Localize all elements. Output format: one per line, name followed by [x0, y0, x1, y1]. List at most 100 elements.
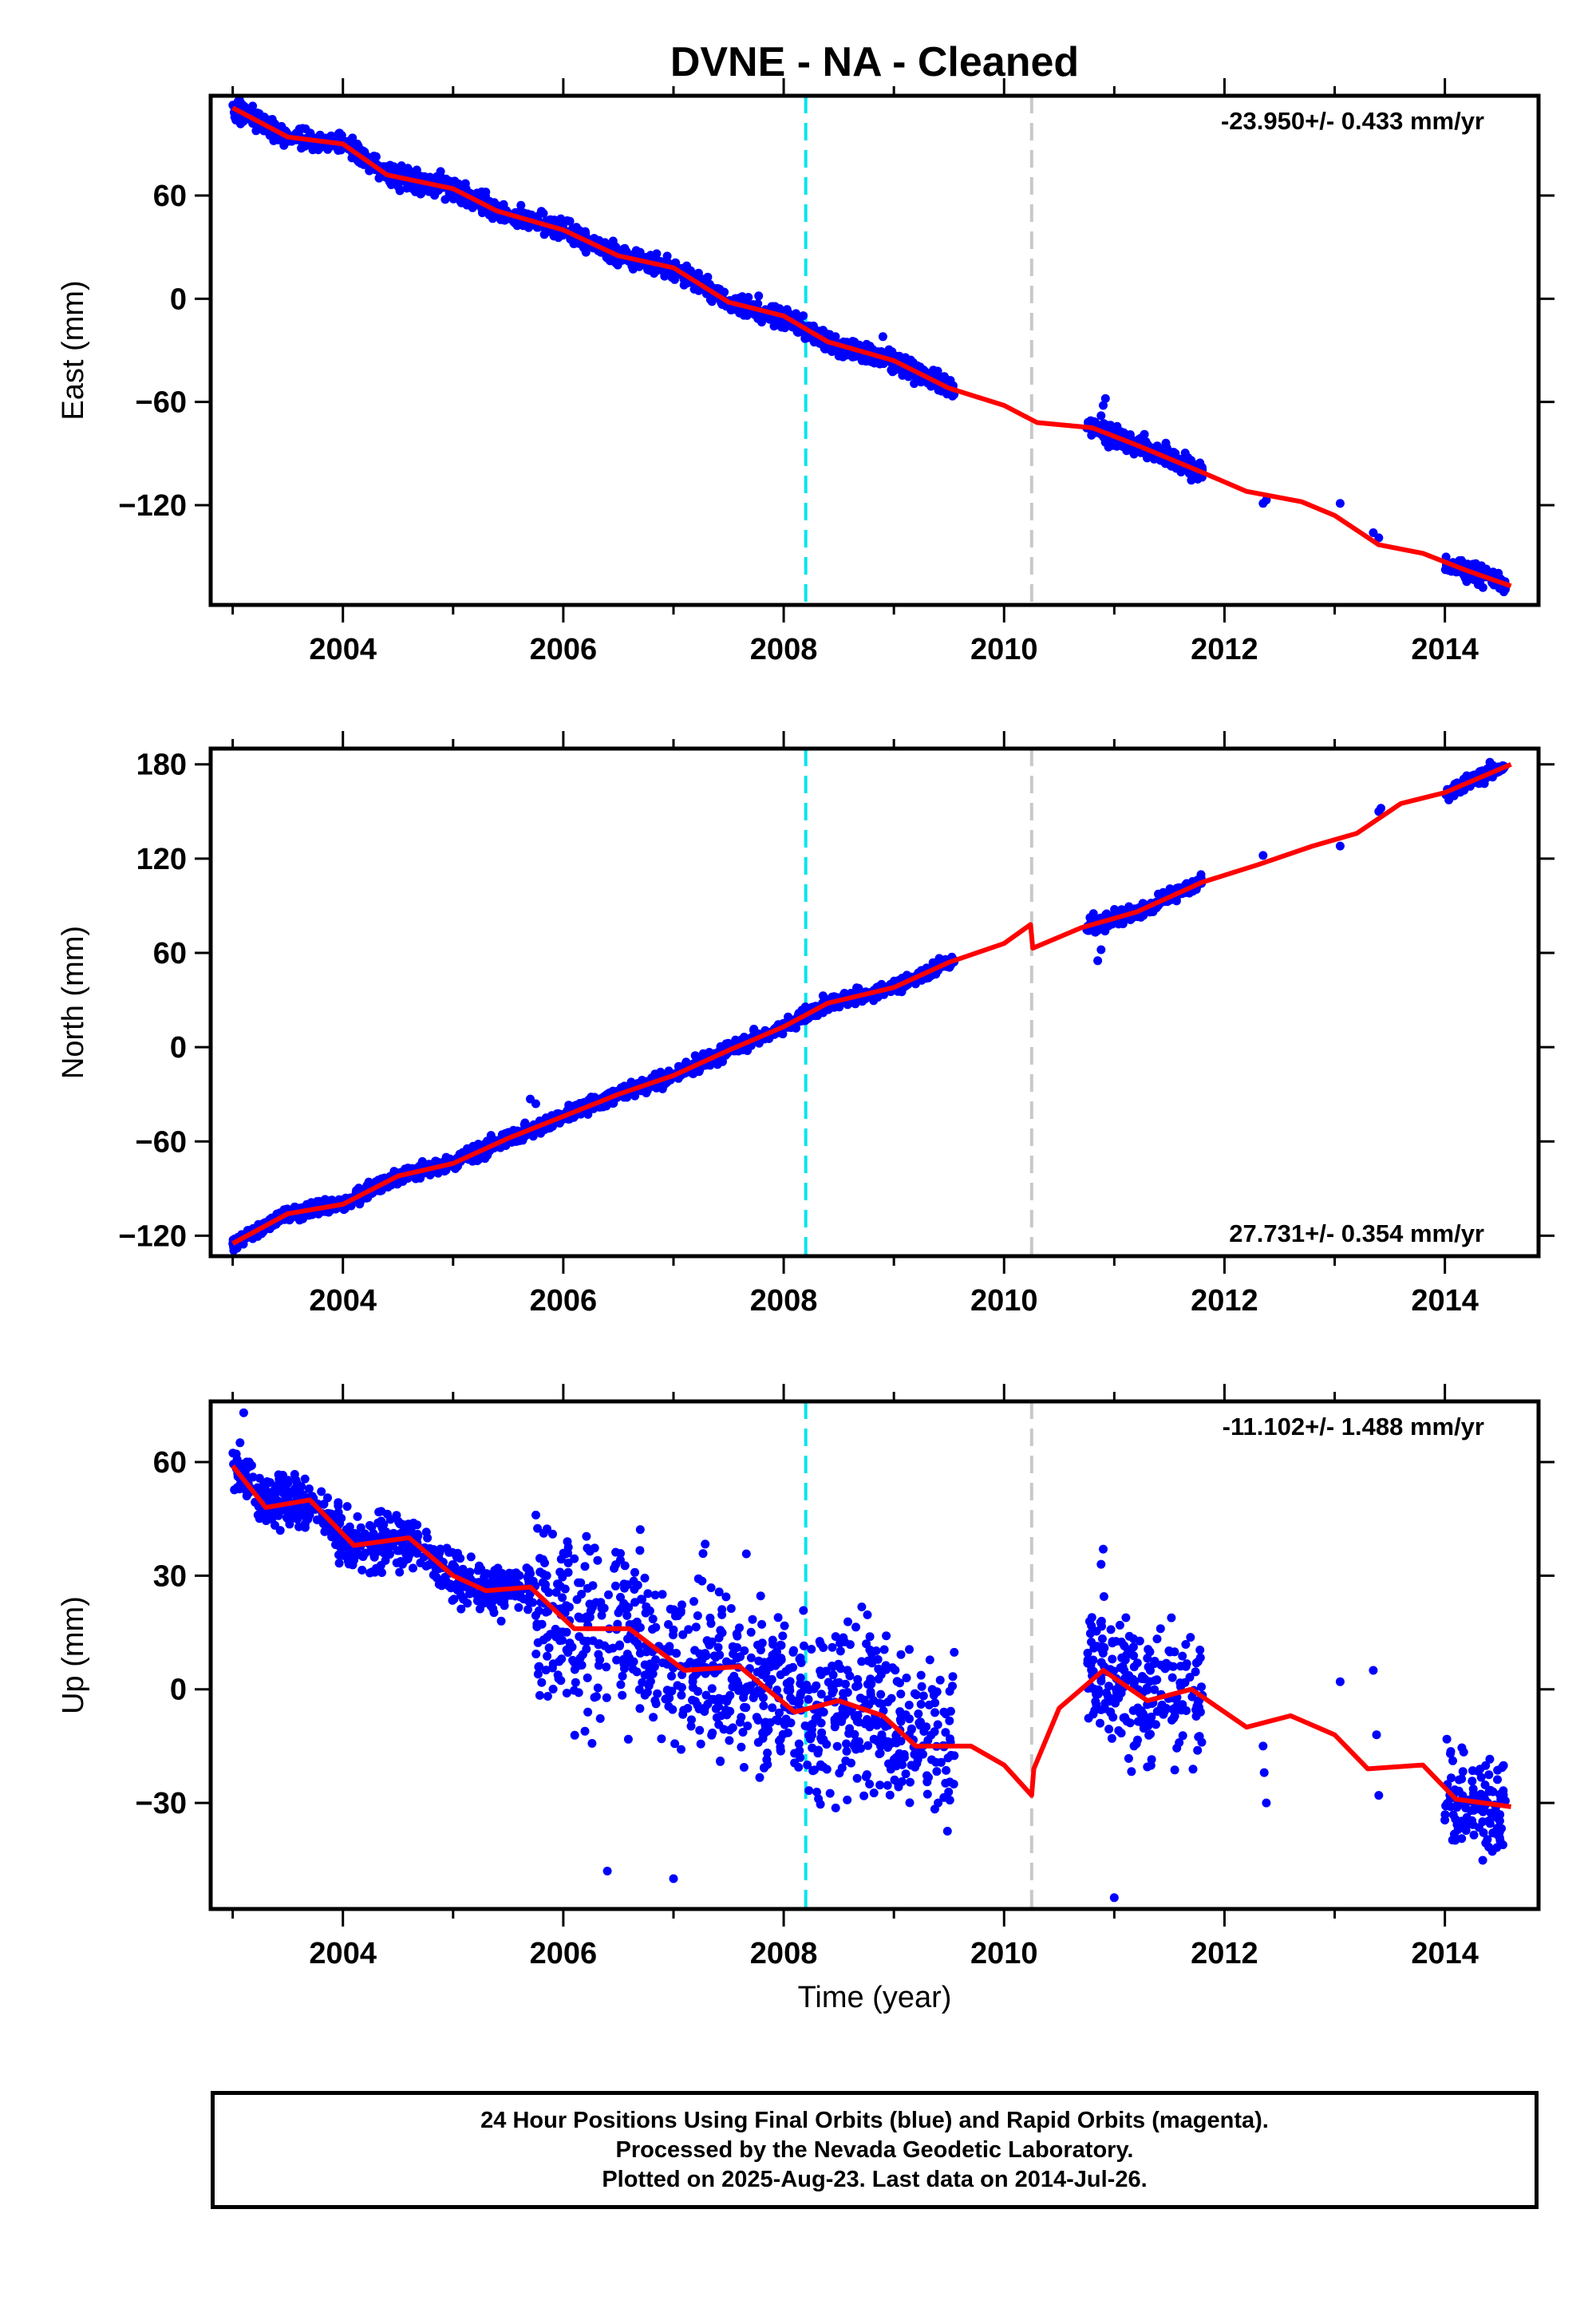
data-point — [382, 1509, 392, 1519]
data-point — [701, 1539, 710, 1549]
data-point — [834, 1659, 843, 1669]
data-point — [688, 1695, 697, 1705]
data-point — [456, 1591, 466, 1600]
data-point — [950, 1647, 959, 1657]
data-point — [882, 1631, 891, 1641]
data-point — [694, 1658, 704, 1666]
data-point — [595, 1639, 604, 1648]
data-point — [895, 1715, 905, 1725]
x-tick-label: 2008 — [750, 1284, 818, 1318]
data-point — [235, 1438, 245, 1448]
scatter-points-north — [228, 757, 1509, 1255]
data-point — [851, 1622, 860, 1632]
data-point — [635, 1704, 645, 1713]
data-point — [300, 1519, 310, 1528]
data-point — [945, 1716, 954, 1725]
data-point — [726, 1604, 736, 1613]
data-point — [780, 1621, 789, 1630]
data-point — [1193, 474, 1203, 484]
data-point — [851, 999, 860, 1009]
data-point — [1136, 433, 1146, 443]
data-point — [347, 1546, 357, 1555]
data-point — [456, 1604, 466, 1614]
data-point — [436, 167, 445, 176]
data-point — [832, 1741, 842, 1751]
data-point — [531, 1099, 540, 1109]
data-point — [548, 1529, 557, 1539]
data-point — [728, 1682, 737, 1692]
data-point — [381, 1527, 391, 1536]
data-point — [1100, 437, 1110, 447]
data-point — [1258, 851, 1268, 860]
y-tick-label: −60 — [136, 386, 187, 420]
data-point — [648, 1614, 658, 1624]
data-point — [1096, 411, 1106, 421]
data-point — [796, 1658, 806, 1667]
data-point — [809, 338, 819, 347]
data-point — [906, 1777, 915, 1787]
data-point — [235, 96, 244, 105]
data-point — [717, 1628, 727, 1638]
x-tick-label: 2014 — [1411, 633, 1479, 666]
data-point — [857, 1657, 867, 1666]
data-point — [399, 1557, 409, 1567]
data-point — [618, 1690, 627, 1700]
data-point — [423, 1533, 433, 1543]
data-point — [931, 1757, 941, 1767]
data-point — [319, 1500, 329, 1509]
data-point — [667, 1686, 677, 1696]
data-point — [1108, 441, 1117, 450]
data-point — [775, 1708, 784, 1717]
data-point — [946, 1734, 954, 1744]
data-point — [668, 1705, 678, 1714]
data-point — [575, 1614, 585, 1623]
data-point — [421, 1561, 431, 1571]
data-point — [1195, 458, 1205, 468]
data-point — [544, 1588, 554, 1597]
data-point — [304, 1484, 314, 1493]
data-point — [433, 175, 442, 184]
data-point — [339, 1551, 349, 1560]
data-point — [693, 1611, 702, 1620]
data-point — [634, 262, 644, 271]
data-point — [949, 1780, 958, 1788]
data-point — [523, 1605, 533, 1614]
data-point — [630, 1567, 639, 1577]
data-point — [574, 1688, 583, 1697]
data-point — [686, 1721, 696, 1731]
data-point — [753, 1737, 763, 1747]
x-tick-label: 2004 — [309, 1284, 377, 1318]
data-point — [572, 1595, 582, 1604]
data-point — [670, 1739, 680, 1749]
data-point — [701, 1649, 710, 1658]
data-point — [647, 1669, 657, 1678]
data-point — [317, 1487, 326, 1496]
data-point — [585, 1547, 595, 1556]
data-point — [314, 145, 323, 155]
data-point — [938, 373, 948, 382]
data-point — [743, 1721, 753, 1731]
data-point — [435, 1548, 444, 1558]
data-point — [768, 1635, 777, 1645]
data-point — [870, 358, 879, 368]
data-point — [737, 1713, 746, 1722]
data-point — [824, 1005, 833, 1014]
data-point — [334, 1508, 343, 1517]
data-point — [381, 1555, 390, 1565]
data-point — [613, 260, 622, 270]
data-point — [537, 1619, 547, 1629]
data-point — [259, 113, 269, 122]
data-point — [853, 1743, 862, 1752]
data-point — [1369, 528, 1378, 537]
data-point — [774, 1716, 783, 1725]
data-point — [356, 1551, 365, 1560]
data-point — [440, 1572, 450, 1582]
data-point — [831, 1632, 840, 1642]
data-point — [537, 1678, 547, 1687]
data-point — [496, 1616, 506, 1626]
data-point — [352, 1530, 361, 1539]
y-tick-label: 0 — [170, 283, 187, 316]
data-point — [413, 1520, 422, 1530]
data-point — [783, 1728, 792, 1737]
